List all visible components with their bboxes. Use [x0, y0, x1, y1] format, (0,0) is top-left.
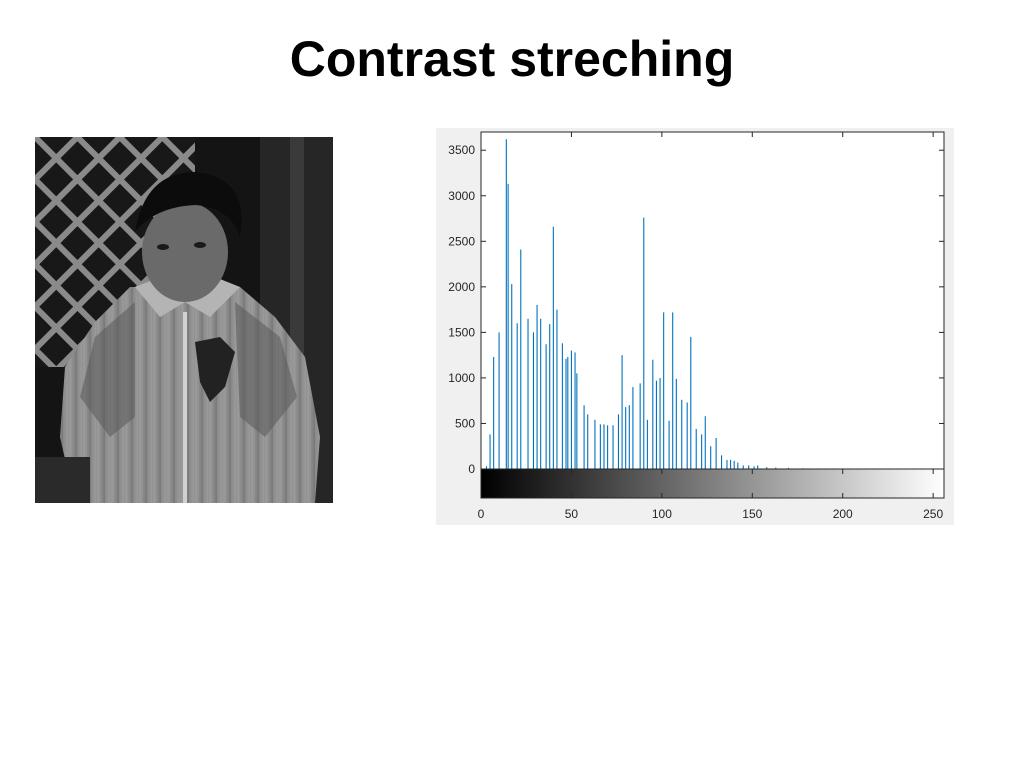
- y-tick-label: 2500: [448, 234, 475, 248]
- grayscale-colorbar: [481, 469, 944, 498]
- histogram-chart: 0 500 1000 1500 2000 2500 3000 3500 0 50 100 150 20…: [436, 128, 954, 525]
- axes-frame: [480, 131, 945, 470]
- axes-background: [481, 132, 944, 469]
- y-tick-label: 2000: [448, 280, 475, 294]
- x-tick-label: 250: [923, 507, 943, 521]
- child-photo: [35, 137, 333, 503]
- y-tick-label: 1500: [448, 325, 475, 339]
- x-tick-label: 150: [742, 507, 762, 521]
- x-tick-label: 50: [565, 507, 579, 521]
- histogram-bars: [485, 139, 835, 469]
- x-tick-label: 200: [833, 507, 853, 521]
- y-tick-label: 3500: [448, 143, 475, 157]
- y-tick-label: 0: [468, 462, 475, 476]
- y-tick-label: 500: [455, 416, 475, 430]
- slide-title: Contrast streching: [289, 31, 735, 87]
- y-tick-label: 1000: [448, 371, 475, 385]
- x-tick-label: 100: [652, 507, 672, 521]
- x-tick-label: 0: [478, 507, 485, 521]
- y-axis-ticks: 0 500 1000 1500 2000 2500 3000 3500: [448, 143, 944, 476]
- x-axis-ticks: 0 50 100 150 200 250: [478, 132, 943, 521]
- y-tick-label: 3000: [448, 189, 475, 203]
